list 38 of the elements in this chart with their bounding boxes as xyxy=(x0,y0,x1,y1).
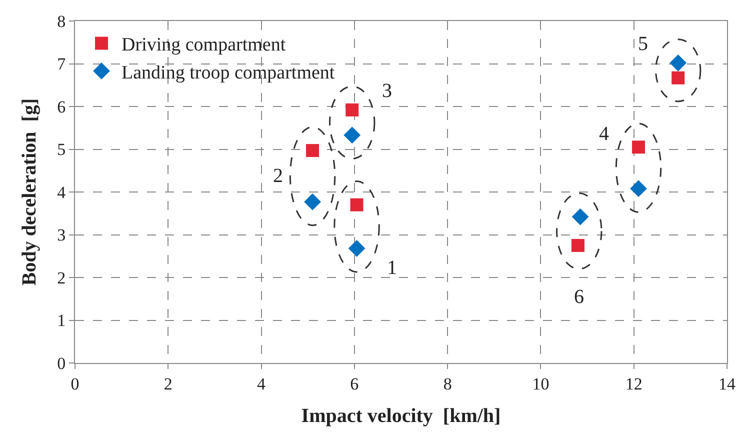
y-tick-label: 7 xyxy=(57,54,66,74)
legend-label: Landing troop compartment xyxy=(122,62,336,84)
x-axis-title: Impact velocity [km/h] xyxy=(301,404,501,427)
point xyxy=(630,180,647,198)
point xyxy=(348,240,366,257)
annotation: 3 xyxy=(382,80,392,102)
x-tick-label: 0 xyxy=(70,374,80,394)
point xyxy=(306,144,320,158)
point xyxy=(350,198,364,212)
annotation: 4 xyxy=(599,123,609,145)
point xyxy=(344,126,361,144)
x-tick-label: 12 xyxy=(625,374,642,394)
y-tick-label: 4 xyxy=(57,182,66,202)
annotation: 2 xyxy=(273,165,283,187)
y-tick-label: 3 xyxy=(57,226,66,245)
x-tick-label: 14 xyxy=(718,374,736,394)
x-tick-label: 10 xyxy=(532,374,550,394)
y-tick-label: 6 xyxy=(57,97,66,116)
annotation: 6 xyxy=(574,286,584,308)
y-tick-label: 8 xyxy=(57,12,66,31)
x-tick-label: 6 xyxy=(350,374,359,394)
point xyxy=(571,238,584,252)
y-tick-label: 5 xyxy=(57,140,66,160)
point xyxy=(672,71,685,84)
x-tick-label: 4 xyxy=(257,374,266,394)
y-axis-title: Body deceleration [g] xyxy=(18,98,41,286)
x-tick-label: 8 xyxy=(443,374,452,394)
x-tick-label: 2 xyxy=(164,374,172,394)
y-tick-label: 1 xyxy=(57,311,66,330)
point xyxy=(304,193,321,210)
annotation: 1 xyxy=(387,257,397,279)
y-tick-label: 0 xyxy=(57,354,66,373)
y-tick-label: 2 xyxy=(57,268,66,288)
annotation: 5 xyxy=(638,33,648,55)
point xyxy=(346,103,359,116)
point xyxy=(572,208,589,226)
legend-label: Driving compartment xyxy=(122,34,286,56)
point xyxy=(632,140,646,154)
